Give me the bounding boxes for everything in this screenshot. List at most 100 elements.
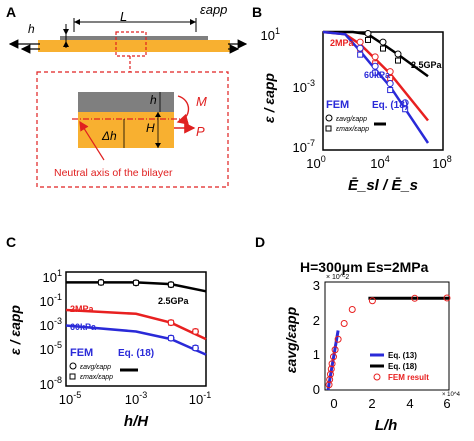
panel-b: 101 10-3 10-7 100 104 108 ε / εapp Ē_sl … [261,26,452,194]
b-ytick-2: 10-3 [293,78,315,95]
b-xlabel: Ē_sl / Ē_s [348,177,418,194]
plot-frame-d [324,281,450,391]
c-marker-sq-1-1 [192,328,199,335]
b-marker-max-0-0 [365,36,371,43]
b-ytick-3: 10-7 [293,138,315,155]
zoom-box [115,31,147,57]
d-xtick-1: 2 [368,396,375,411]
b-legend-circle [325,114,333,122]
substrate-strip [38,40,230,52]
d-xtick-3: 6 [443,396,450,411]
film-layer [78,92,174,112]
d-title: H=300μm Es=2MPa [300,259,429,275]
panel-a: L h εapp h H Δh M P Neutral axis of the … [8,2,248,188]
b-label-25gpa: 2.5GPa [411,60,443,70]
c-marker-sq-1-0 [168,319,174,326]
d-fem-point-11 [411,294,419,302]
d-line-0 [326,330,340,391]
b-marker-max-0-1 [380,45,386,52]
d-fem-point-9 [348,306,356,313]
label-M: M [196,94,207,109]
d-x-exponent: × 10^4 [442,392,461,398]
label-h: h [28,22,35,36]
b-marker-avg-1-1 [371,53,379,61]
label-eps-app: εapp [200,2,227,17]
c-legend-fem: FEM [70,347,93,359]
b-series-line-0 [323,30,429,78]
c-legend-eq: Eq. (18) [118,348,154,359]
c-marker-0-2 [167,281,175,289]
b-marker-avg-0-1 [379,38,387,46]
b-marker-avg-0-2 [394,50,402,58]
c-xtick-3: 10-1 [189,390,211,407]
d-legend-fem: FEM result [388,373,429,382]
d-ytick-2: 2 [313,313,320,328]
plot-frame-b [322,31,444,151]
panel-c: 101 10-1 10-3 10-5 10-8 10-5 10-3 10-1 ε… [7,268,211,430]
d-fem-point-5 [329,353,337,361]
c-xtick-1: 10-5 [59,390,81,407]
c-xlabel: h/H [124,413,149,430]
c-legend-max: εmax/εapp [80,374,113,381]
c-marker-sq-0-2 [168,281,174,288]
d-legend-marker-fem [373,373,381,381]
label-P: P [196,124,205,139]
d-fem-point-0 [325,381,333,389]
c-marker-2-1 [191,344,199,352]
panel-letter-c: C [6,234,17,250]
c-ytick-3: 10-3 [40,316,62,333]
d-ytick-0: 0 [313,382,320,397]
c-marker-1-1 [191,328,199,336]
c-marker-1-0 [167,319,175,327]
d-fem-point-7 [334,335,342,343]
d-fem-point-12 [443,294,451,302]
panel-letter-b: B [252,4,263,20]
c-marker-sq-2-0 [168,335,174,342]
b-series-line-2 [322,30,430,144]
b-label-60kpa: 60kPa [364,70,391,80]
c-legend-avg: εavg/εapp [80,364,111,371]
moment-arrow [176,95,190,125]
c-ytick-4: 10-5 [40,340,62,357]
b-xtick-2: 104 [370,154,389,171]
b-marker-avg-0-0 [364,29,372,37]
b-marker-avg-2-1 [371,62,379,70]
b-marker-max-2-1 [372,69,379,76]
b-marker-max-2-2 [387,87,394,94]
b-label-2mpa: 2MPa [330,38,355,48]
panel-letter-d: D [255,234,266,250]
neutral-axis-pointer [79,120,105,161]
d-fem-point-1 [326,376,334,383]
b-marker-max-0-2 [395,57,401,64]
c-label-2mpa: 2MPa [70,304,95,314]
c-marker-2-0 [167,334,175,342]
label-L: L [120,9,127,24]
c-marker-sq-2-1 [192,345,199,351]
c-ytick-5: 10-8 [40,375,62,392]
d-fem-point-10 [368,297,376,305]
d-fem-point-3 [327,365,335,373]
c-marker-sq-0-1 [133,279,139,286]
c-label-60kpa: 60kPa [70,322,97,332]
d-legend-eq13: Eq. (13) [388,351,417,360]
b-legend-max: εmax/εapp [336,126,369,133]
c-series-line-1 [65,308,207,341]
c-series-line-2 [65,324,207,356]
panel-letter-a: A [6,4,17,20]
b-xtick-1: 100 [306,154,325,171]
b-marker-avg-2-3 [401,99,409,107]
c-ytick-2: 10-1 [40,292,62,309]
label-H: H [146,121,155,135]
c-legend-circle [69,362,77,370]
b-marker-avg-1-0 [356,38,364,46]
b-marker-max-2-0 [357,51,364,58]
film-strip [60,36,208,40]
b-xtick-3: 108 [432,154,451,171]
c-marker-0-0 [97,278,105,286]
b-marker-avg-1-2 [386,68,394,76]
d-ytick-3: 3 [313,278,320,293]
d-xtick-0: 0 [330,396,337,411]
c-label-25gpa: 2.5GPa [158,296,190,306]
b-marker-max-2-3 [402,106,409,113]
